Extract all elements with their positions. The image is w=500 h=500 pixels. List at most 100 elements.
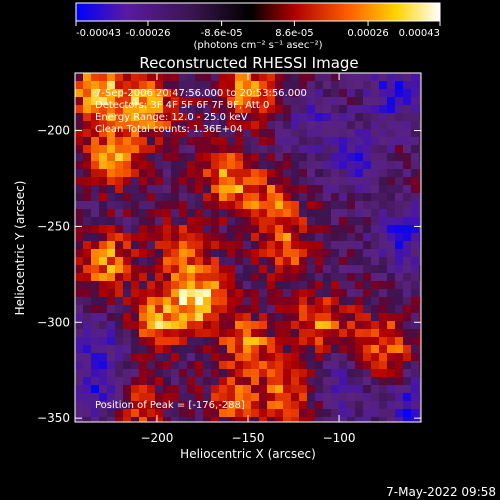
heatmap-cell bbox=[203, 273, 211, 281]
heatmap-cell bbox=[355, 201, 363, 209]
heatmap-cell bbox=[339, 161, 347, 169]
heatmap-cell bbox=[195, 169, 203, 177]
heatmap-cell bbox=[331, 121, 339, 129]
heatmap-cell bbox=[115, 233, 123, 241]
heatmap-cell bbox=[283, 193, 291, 201]
heatmap-cell bbox=[171, 161, 179, 169]
heatmap-cell bbox=[403, 97, 411, 105]
heatmap-cell bbox=[123, 209, 131, 217]
heatmap-cell bbox=[371, 121, 379, 129]
heatmap-cell bbox=[315, 129, 323, 137]
heatmap-cell bbox=[227, 257, 235, 265]
heatmap-cell bbox=[267, 241, 275, 249]
heatmap-cell bbox=[131, 249, 139, 257]
heatmap-cell bbox=[131, 145, 139, 153]
heatmap-cell bbox=[323, 353, 331, 361]
heatmap-cell bbox=[395, 145, 403, 153]
heatmap-cell bbox=[339, 289, 347, 297]
heatmap-cell bbox=[283, 353, 291, 361]
heatmap-cell bbox=[387, 73, 395, 81]
heatmap-cell bbox=[251, 193, 259, 201]
heatmap-cell bbox=[195, 353, 203, 361]
heatmap-cell bbox=[371, 97, 379, 105]
heatmap-cell bbox=[235, 385, 243, 393]
heatmap-cell bbox=[91, 345, 99, 353]
heatmap-cell bbox=[99, 265, 107, 273]
heatmap-cell bbox=[403, 337, 411, 345]
heatmap-cell bbox=[403, 153, 411, 161]
heatmap-cell bbox=[171, 249, 179, 257]
heatmap-cell bbox=[259, 377, 267, 385]
heatmap-cell bbox=[331, 265, 339, 273]
heatmap-cell bbox=[315, 217, 323, 225]
heatmap-cell bbox=[315, 369, 323, 377]
heatmap-cell bbox=[299, 353, 307, 361]
heatmap-cell bbox=[363, 321, 371, 329]
y-tick-label: −350 bbox=[37, 411, 70, 425]
heatmap-cell bbox=[179, 185, 187, 193]
heatmap-cell bbox=[259, 105, 267, 113]
heatmap-cell bbox=[419, 129, 421, 137]
heatmap-cell bbox=[99, 409, 107, 417]
heatmap-cell bbox=[219, 241, 227, 249]
heatmap-cell bbox=[379, 345, 387, 353]
heatmap-cell bbox=[123, 161, 131, 169]
heatmap-cell bbox=[307, 233, 315, 241]
heatmap-cell bbox=[315, 329, 323, 337]
heatmap-cell bbox=[211, 81, 219, 89]
heatmap-cell bbox=[115, 361, 123, 369]
heatmap-cell bbox=[171, 257, 179, 265]
heatmap-cell bbox=[283, 105, 291, 113]
heatmap-cell bbox=[411, 305, 419, 313]
heatmap-cell bbox=[123, 329, 131, 337]
heatmap-cell bbox=[339, 137, 347, 145]
heatmap-cell bbox=[411, 321, 419, 329]
heatmap-cell bbox=[291, 177, 299, 185]
heatmap-cell bbox=[347, 241, 355, 249]
heatmap-cell bbox=[363, 257, 371, 265]
heatmap-cell bbox=[187, 169, 195, 177]
x-tick-label: −200 bbox=[140, 431, 173, 445]
heatmap-cell bbox=[227, 249, 235, 257]
heatmap-cell bbox=[91, 257, 99, 265]
heatmap-cell bbox=[347, 289, 355, 297]
heatmap-cell bbox=[99, 401, 107, 409]
heatmap-cell bbox=[411, 385, 419, 393]
heatmap-cell bbox=[411, 145, 419, 153]
heatmap-cell bbox=[259, 233, 267, 241]
heatmap-cell bbox=[211, 225, 219, 233]
heatmap-cell bbox=[131, 137, 139, 145]
heatmap-cell bbox=[107, 249, 115, 257]
heatmap-cell bbox=[179, 321, 187, 329]
heatmap-cell bbox=[275, 105, 283, 113]
heatmap-cell bbox=[139, 161, 147, 169]
heatmap-cell bbox=[419, 401, 421, 409]
heatmap-cell bbox=[387, 377, 395, 385]
heatmap-cell bbox=[291, 225, 299, 233]
heatmap-cell bbox=[363, 89, 371, 97]
heatmap-cell bbox=[387, 257, 395, 265]
heatmap-cell bbox=[83, 169, 91, 177]
heatmap-cell bbox=[99, 121, 107, 129]
heatmap-cell bbox=[307, 417, 315, 422]
heatmap-cell bbox=[131, 353, 139, 361]
heatmap-cell bbox=[75, 73, 83, 81]
heatmap-cell bbox=[347, 193, 355, 201]
heatmap-cell bbox=[379, 409, 387, 417]
heatmap-cell bbox=[123, 313, 131, 321]
heatmap-cell bbox=[131, 345, 139, 353]
heatmap-cell bbox=[235, 89, 243, 97]
heatmap-cell bbox=[83, 201, 91, 209]
heatmap-cell bbox=[323, 257, 331, 265]
heatmap-cell bbox=[339, 409, 347, 417]
heatmap-cell bbox=[323, 265, 331, 273]
heatmap-cell bbox=[187, 201, 195, 209]
heatmap-cell bbox=[267, 305, 275, 313]
heatmap-cell bbox=[91, 385, 99, 393]
heatmap-cell bbox=[371, 73, 379, 81]
heatmap-cell bbox=[323, 137, 331, 145]
heatmap-cell bbox=[259, 393, 267, 401]
heatmap-cell bbox=[107, 401, 115, 409]
heatmap-cell bbox=[131, 281, 139, 289]
heatmap-cell bbox=[363, 193, 371, 201]
